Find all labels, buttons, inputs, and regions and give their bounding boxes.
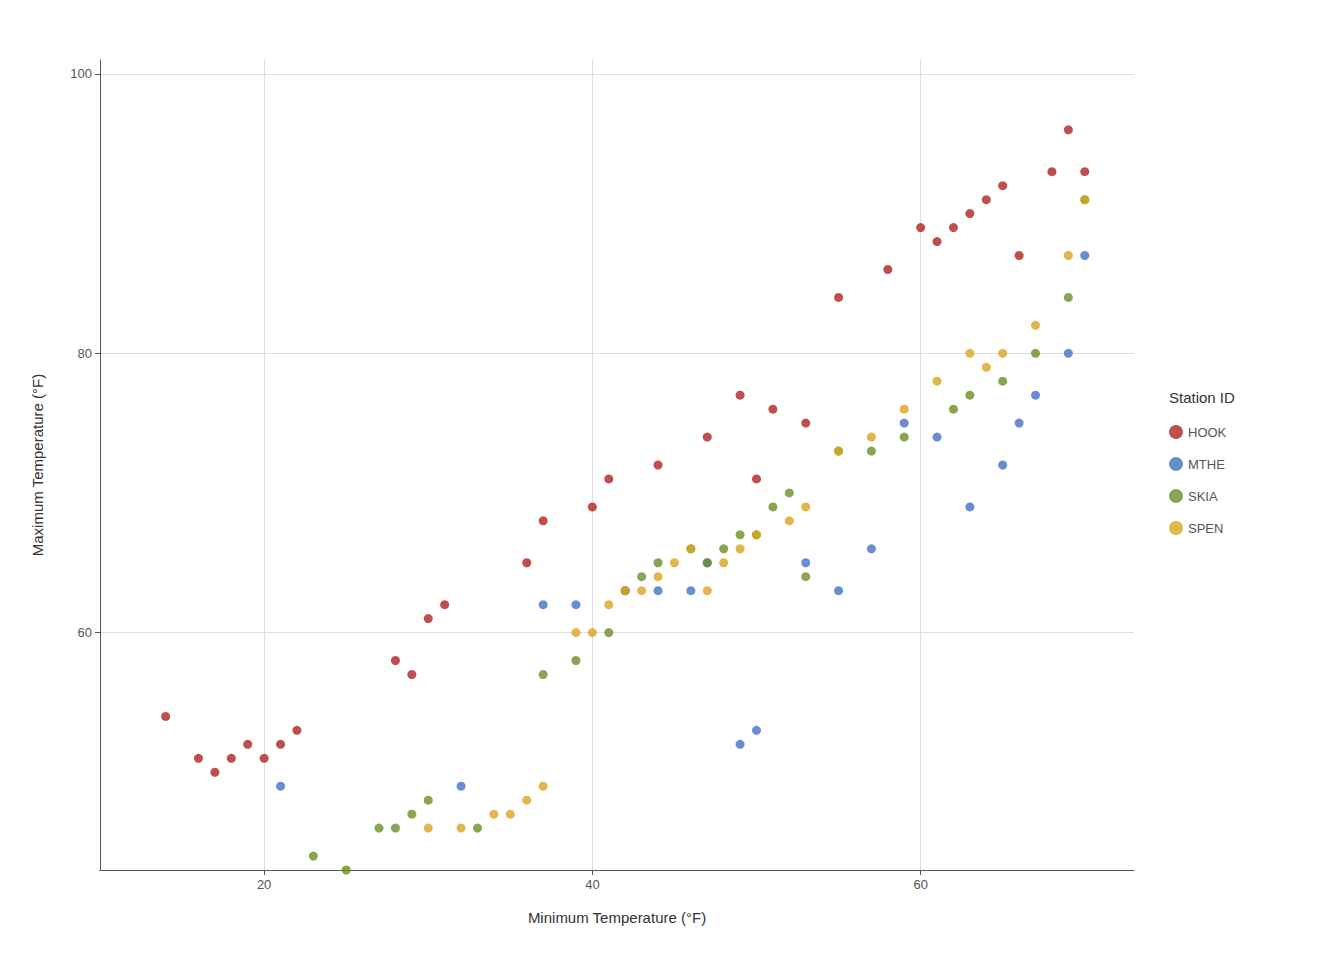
svg-text:20: 20 xyxy=(257,877,271,892)
svg-text:60: 60 xyxy=(913,877,927,892)
svg-text:Maximum Temperature (°F): Maximum Temperature (°F) xyxy=(29,374,46,556)
svg-text:SPEN: SPEN xyxy=(1188,521,1223,536)
svg-text:80: 80 xyxy=(78,346,92,361)
svg-text:60: 60 xyxy=(78,625,92,640)
svg-text:SKIA: SKIA xyxy=(1188,489,1218,504)
svg-text:Station ID: Station ID xyxy=(1169,389,1235,406)
svg-text:40: 40 xyxy=(585,877,599,892)
svg-text:HOOK: HOOK xyxy=(1188,425,1227,440)
svg-text:Minimum Temperature (°F): Minimum Temperature (°F) xyxy=(528,909,706,926)
svg-text:MTHE: MTHE xyxy=(1188,457,1225,472)
svg-text:100: 100 xyxy=(70,66,92,81)
